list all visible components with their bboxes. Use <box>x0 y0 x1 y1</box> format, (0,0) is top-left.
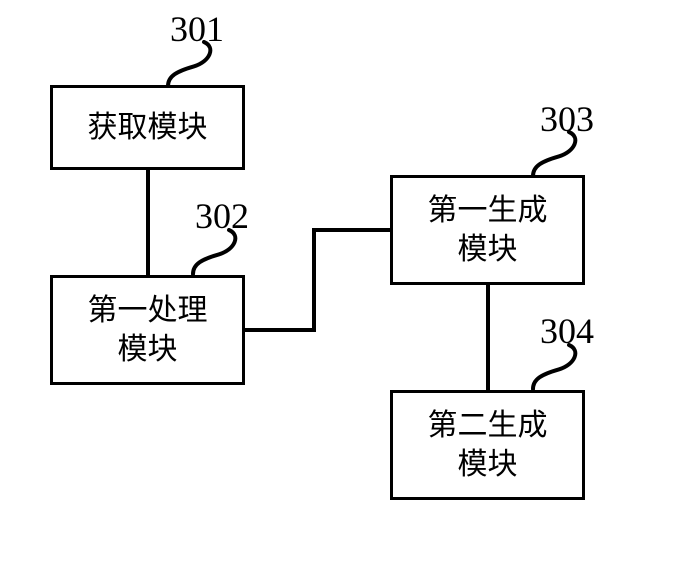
callout-squiggle <box>530 343 590 391</box>
node-n304: 第二生成模块 <box>390 390 585 500</box>
node-label: 获取模块 <box>88 108 208 147</box>
edge-segment <box>245 328 316 332</box>
edge-segment <box>312 228 316 332</box>
node-label: 第一处理模块 <box>88 291 208 369</box>
edge-segment <box>146 170 150 275</box>
node-label: 第一生成模块 <box>428 191 548 269</box>
callout-squiggle <box>165 40 225 88</box>
edge-segment <box>486 285 490 390</box>
node-n303: 第一生成模块 <box>390 175 585 285</box>
edge-segment <box>316 228 390 232</box>
callout-squiggle <box>530 130 590 178</box>
node-n301: 获取模块 <box>50 85 245 170</box>
node-n302: 第一处理模块 <box>50 275 245 385</box>
callout-squiggle <box>190 228 250 276</box>
node-label: 第二生成模块 <box>428 406 548 484</box>
